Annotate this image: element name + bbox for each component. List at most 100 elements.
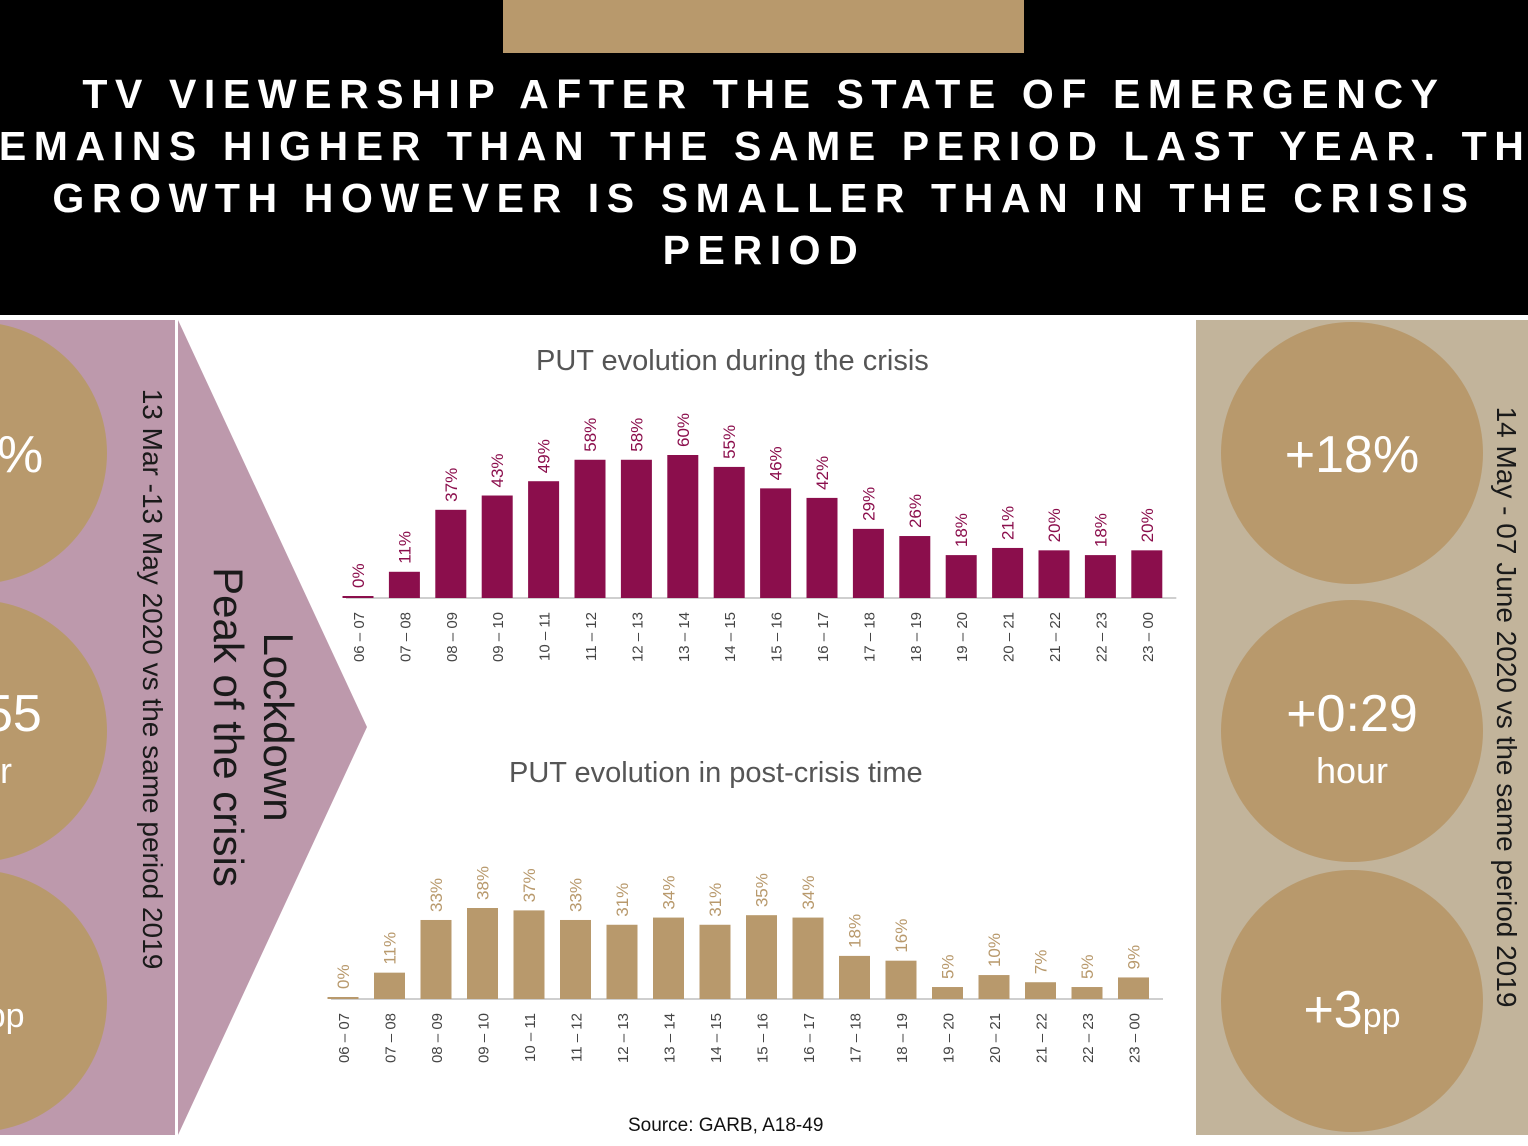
bar-6: [606, 924, 638, 999]
data-label-9: 35%: [753, 873, 772, 907]
bar-1: [374, 972, 405, 999]
kpi-crisis-pp-unit: pp: [0, 997, 25, 1035]
bar-15: [1025, 982, 1056, 999]
data-label-0: 0%: [334, 964, 353, 989]
kpi-post-time-value: +0:29: [1286, 685, 1418, 743]
tick-label-9: 15 – 16: [769, 612, 786, 662]
data-label-17: 20%: [1138, 508, 1157, 542]
data-label-3: 38%: [474, 866, 493, 900]
data-label-13: 5%: [939, 954, 958, 979]
tick-label-17: 23 – 00: [1127, 1013, 1144, 1063]
tick-label-5: 11 – 12: [569, 1013, 586, 1062]
tick-label-14: 20 – 21: [987, 1013, 1004, 1063]
bar-10: [792, 917, 824, 999]
data-label-4: 37%: [520, 868, 539, 902]
tick-label-5: 11 – 12: [583, 612, 600, 661]
data-label-1: 11%: [381, 932, 400, 965]
kpi-crisis-time-value: +0:55: [0, 685, 42, 743]
data-label-2: 37%: [442, 468, 461, 502]
tick-label-7: 13 – 14: [662, 1013, 679, 1063]
kpi-post-growth-value: +18%: [1284, 426, 1420, 484]
data-label-1: 11%: [395, 531, 414, 564]
data-label-13: 18%: [952, 513, 971, 547]
tick-label-3: 09 – 10: [476, 1013, 493, 1063]
data-label-9: 46%: [767, 446, 786, 480]
bar-11: [852, 528, 884, 598]
tick-label-16: 22 – 23: [1093, 612, 1110, 662]
tick-label-0: 06 – 07: [351, 612, 368, 662]
peak-of-crisis-label: Peak of the crisis: [205, 567, 252, 887]
data-label-16: 18%: [1091, 513, 1110, 547]
tick-label-2: 08 – 09: [444, 612, 461, 662]
bar-12: [885, 960, 917, 999]
data-label-17: 9%: [1125, 945, 1144, 970]
bar-2: [420, 919, 452, 999]
tick-label-8: 14 – 15: [708, 1013, 725, 1063]
tick-label-1: 07 – 08: [397, 612, 414, 662]
tick-label-13: 19 – 20: [954, 612, 971, 662]
bar-8: [699, 924, 731, 999]
tick-label-11: 17 – 18: [848, 1013, 865, 1063]
bar-17: [1131, 550, 1163, 598]
bar-14: [978, 975, 1010, 999]
data-label-11: 18%: [846, 914, 865, 948]
tick-label-1: 07 – 08: [383, 1013, 400, 1063]
source-note: Source: GARB, A18-49: [628, 1115, 824, 1136]
bar-2: [435, 509, 467, 598]
header-accent-bar: [503, 0, 1024, 53]
data-label-5: 33%: [567, 878, 586, 912]
data-label-3: 43%: [488, 453, 507, 487]
data-label-12: 16%: [892, 919, 911, 953]
tick-label-12: 18 – 19: [894, 1013, 911, 1063]
data-label-16: 5%: [1078, 954, 1097, 979]
bar-14: [992, 547, 1024, 598]
left-panel-crisis: +21% +0:55 hour +6pp 13 Mar -13 May 2020…: [0, 320, 175, 1135]
data-label-5: 58%: [581, 418, 600, 452]
tick-label-12: 18 – 19: [908, 612, 925, 662]
tick-label-6: 12 – 13: [615, 1013, 632, 1063]
page-title: TV viewership after the state of emergen…: [0, 71, 1528, 273]
kpi-crisis-time-unit: hour: [0, 750, 13, 791]
kpi-circle-post-time: +0:29 hour: [1221, 600, 1483, 862]
bar-9: [746, 915, 777, 999]
bar-0: [342, 596, 374, 598]
crisis-chart-title: PUT evolution during the crisis: [536, 345, 929, 377]
bar-4: [528, 481, 560, 598]
kpi-post-time-unit: hour: [1315, 750, 1389, 791]
data-label-6: 58%: [627, 418, 646, 452]
bar-11: [839, 955, 870, 999]
bar-3: [467, 908, 498, 999]
bar-8: [713, 466, 745, 598]
header-banner: TV viewership after the state of emergen…: [0, 0, 1528, 315]
arrow-shape: [178, 320, 367, 1135]
tick-label-6: 12 – 13: [629, 612, 646, 662]
data-label-4: 49%: [535, 439, 554, 473]
bar-13: [932, 987, 963, 999]
bar-10: [806, 497, 838, 598]
bar-7: [667, 455, 699, 598]
kpi-post-pp-unit: pp: [1362, 997, 1401, 1035]
data-label-15: 7%: [1032, 950, 1051, 975]
tick-label-4: 10 – 11: [537, 612, 554, 661]
kpi-circle-post-growth: +18%: [1221, 322, 1483, 584]
bar-7: [653, 917, 684, 999]
tick-label-0: 06 – 07: [336, 1013, 353, 1063]
tick-label-8: 14 – 15: [722, 612, 739, 662]
post-crisis-period-label: 14 May - 07 June 2020 vs the same period…: [1491, 406, 1522, 1008]
tick-label-16: 22 – 23: [1080, 1013, 1097, 1063]
kpi-post-pp-value: +3: [1303, 981, 1363, 1039]
tick-label-10: 16 – 17: [801, 1013, 818, 1063]
tick-label-14: 20 – 21: [1001, 612, 1018, 662]
right-panel-post-crisis: +18% +0:29 hour +3pp 14 May - 07 June 20…: [1196, 320, 1528, 1135]
bar-5: [560, 919, 591, 999]
data-label-8: 55%: [720, 425, 739, 459]
data-label-7: 34%: [660, 876, 679, 910]
bar-3: [481, 495, 513, 598]
data-label-11: 29%: [859, 487, 878, 521]
data-label-0: 0%: [349, 563, 368, 588]
data-label-6: 31%: [613, 883, 632, 917]
tick-label-3: 09 – 10: [490, 612, 507, 662]
